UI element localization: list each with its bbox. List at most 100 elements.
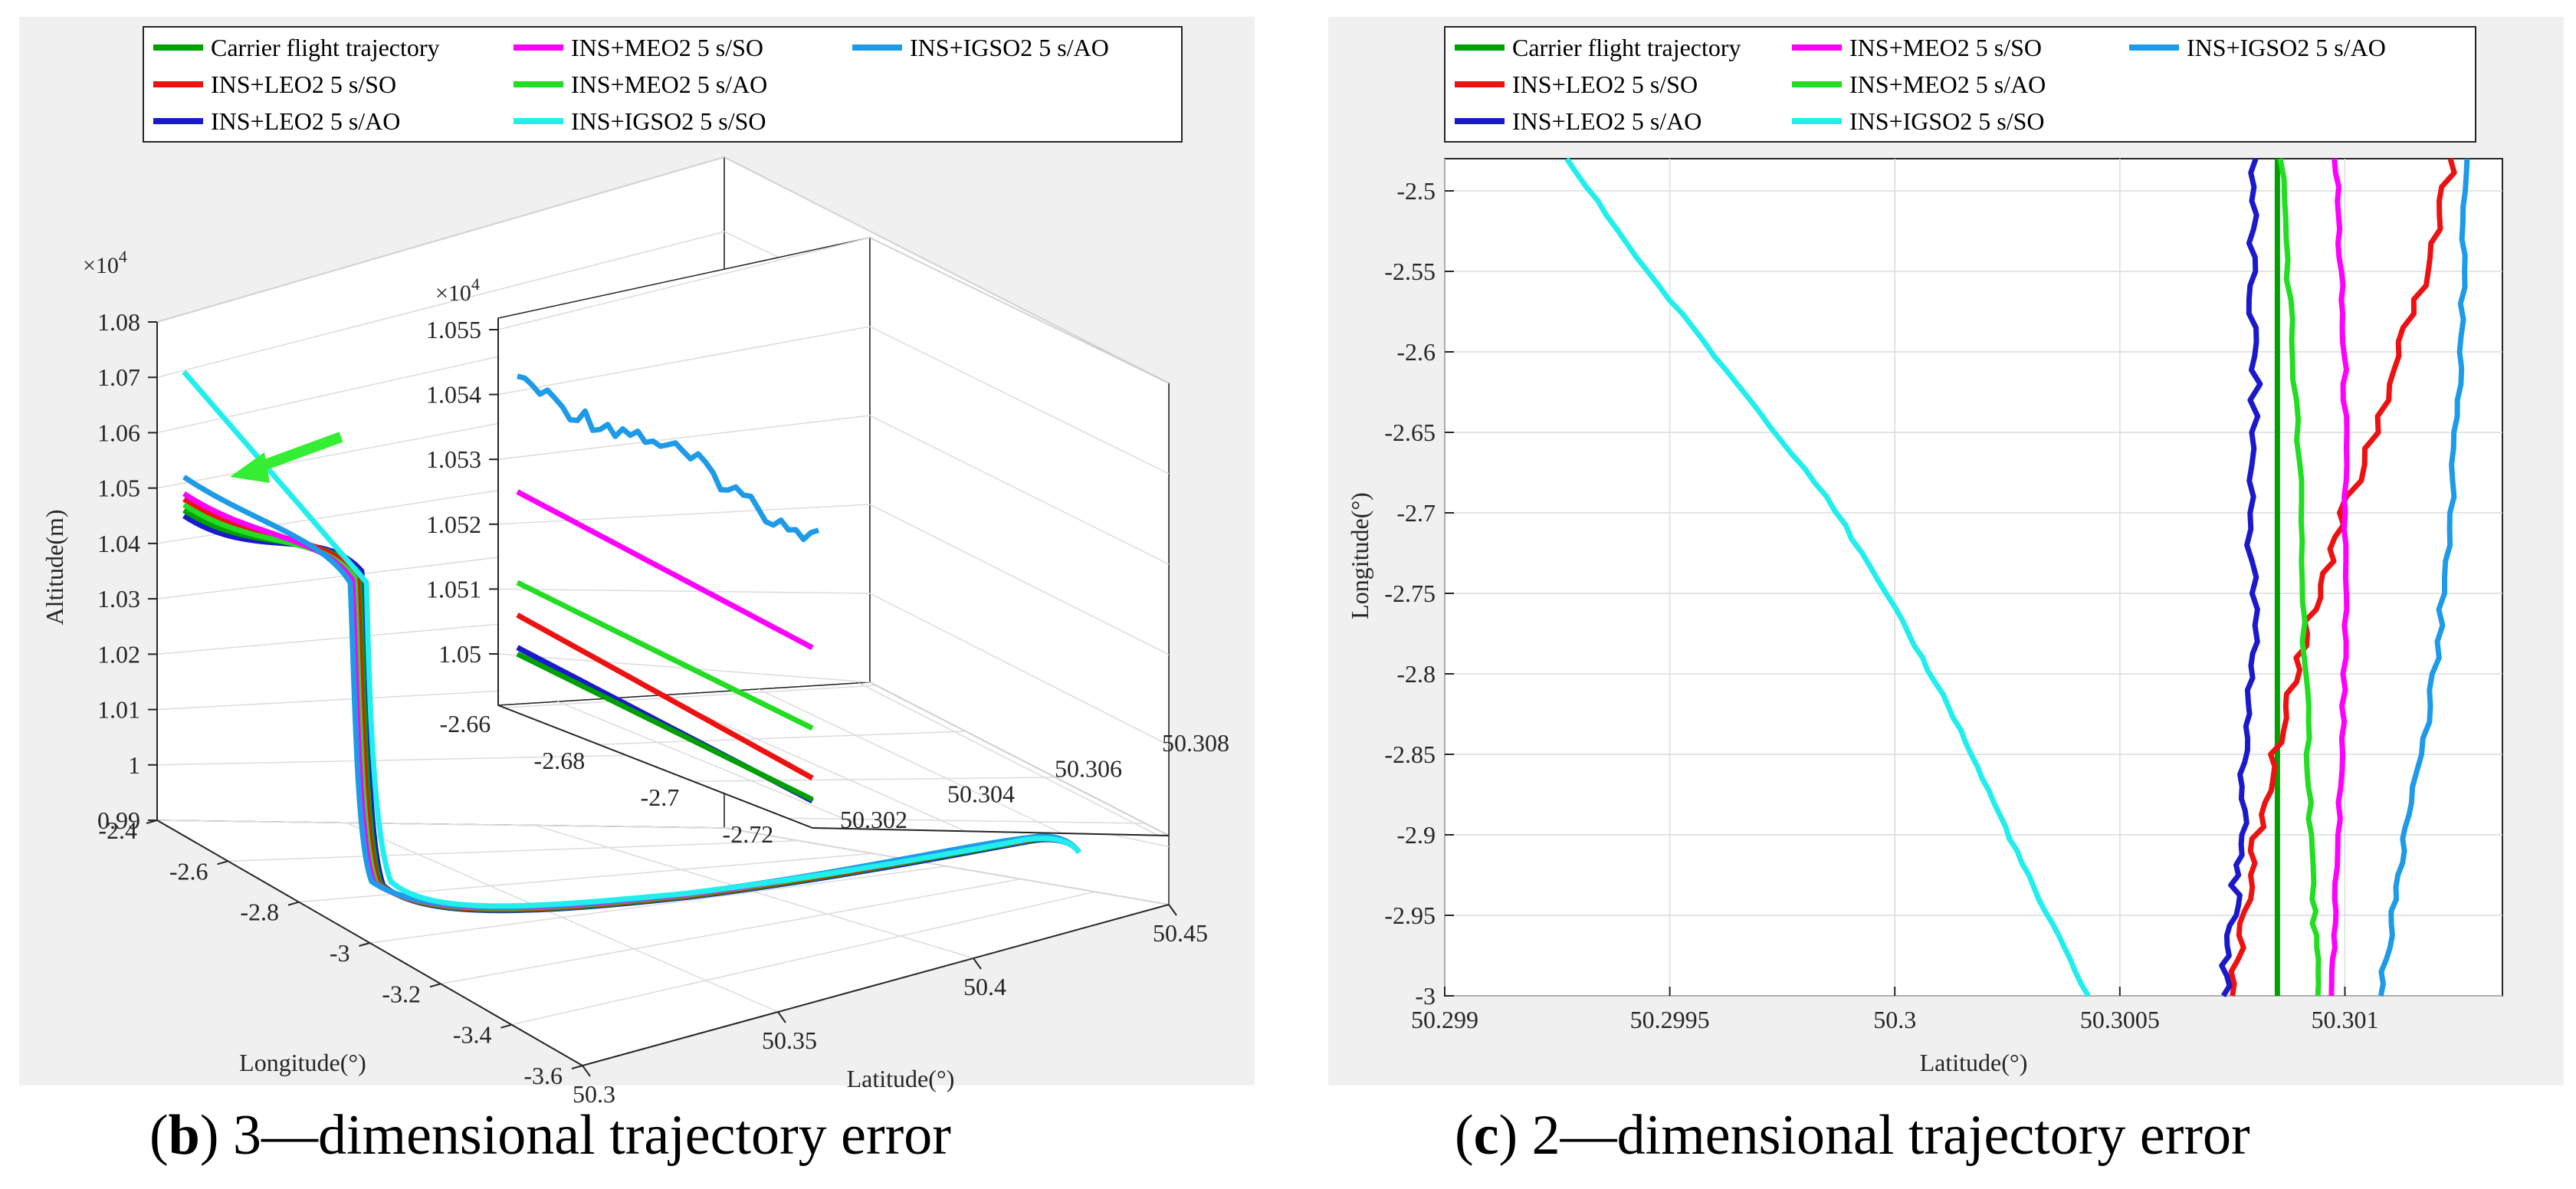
x-tick-label: 50.299 — [1411, 1006, 1478, 1033]
inset-x-tick-label: -2.72 — [723, 820, 774, 848]
x-tick — [500, 1023, 512, 1029]
x-tick-label: -2.4 — [98, 816, 137, 844]
inset-grid-line — [858, 682, 1159, 836]
legend-label-igso2_ao: INS+IGSO2 5 s/AO — [2187, 34, 2386, 61]
inset-grid-line — [869, 504, 1170, 655]
plot-3d: 0.99 1 1.01 1.02 1.03 1.04 1.05 1.06 1.07 1.08 -2… — [41, 26, 1229, 1108]
lines-2d — [1564, 157, 2470, 997]
inset-x-tick-label: -2.68 — [534, 747, 586, 774]
y-tick-label: -2.85 — [1384, 741, 1436, 768]
x-tick — [359, 942, 370, 947]
z-tick-label: 1.05 — [97, 475, 140, 502]
grid-line — [156, 231, 725, 378]
grid-line — [535, 824, 974, 959]
inset-grid-line — [497, 415, 871, 460]
inset-y-tick-label: 50.302 — [840, 806, 907, 833]
y-tick-label: -2.6 — [1396, 338, 1436, 366]
legend-box-right — [1444, 26, 2476, 143]
x-axis-label: Longitude(°) — [239, 1049, 366, 1076]
inset-grid-line — [869, 682, 1170, 836]
legend-label-meo2_so: INS+MEO2 5 s/SO — [571, 34, 763, 61]
y-tick-label: -3 — [1415, 982, 1436, 1010]
inset-line-leo2_so — [516, 613, 814, 781]
ticks-2d: 50.299 50.2995 50.3 50.3005 50.301 -2.5 -2.55 -… — [1384, 177, 2378, 1033]
inset-lines — [516, 373, 820, 804]
x-tick — [217, 860, 228, 865]
y-tick-label: 50.4 — [963, 973, 1006, 1000]
inset-grid-line — [693, 777, 1055, 782]
inset-grid-line — [787, 817, 1145, 824]
z-axis-label: Altitude(m) — [41, 509, 68, 625]
z-tick-label: 1.02 — [97, 640, 140, 668]
z-tick-label: 1.06 — [97, 419, 140, 446]
x-tick — [287, 901, 300, 906]
inset-line-carrier — [516, 651, 814, 803]
x-tick — [571, 1065, 583, 1069]
y-tick — [582, 1065, 591, 1077]
z-tick-label: 1 — [128, 751, 140, 779]
y-axis-label: Latitude(°) — [847, 1065, 955, 1092]
arrow-shaft — [251, 432, 343, 475]
y-tick-label: -2.5 — [1396, 177, 1436, 205]
inset-grid-line — [497, 237, 871, 330]
plot-2d: 50.299 50.2995 50.3 50.3005 50.301 -2.5 -2.55 -… — [1346, 26, 2503, 1076]
legend-right: Carrier flight trajectory INS+MEO2 5 s/SO… — [1444, 26, 2476, 143]
legend-label-leo2_ao: INS+LEO2 5 s/AO — [1512, 107, 1701, 135]
line-2d-leo2_ao — [2219, 157, 2263, 997]
inset-y-tick-label: 50.306 — [1055, 754, 1122, 782]
x-tick-label: -2.6 — [169, 857, 208, 885]
grid-2d — [1444, 159, 2502, 997]
x-tick — [146, 819, 158, 824]
y-tick-label: -2.75 — [1384, 580, 1436, 607]
inset-x-tick-label: -2.7 — [641, 783, 680, 811]
legend-label-igso2_ao: INS+IGSO2 5 s/AO — [910, 34, 1109, 61]
z-tick-label: 1.01 — [97, 696, 140, 724]
inset-grid-line — [497, 653, 871, 683]
grid-line — [369, 865, 947, 944]
inset-line-igso2_ao — [517, 373, 820, 543]
inset-grid-line — [869, 415, 1170, 565]
legend-label-igso2_so: INS+IGSO2 5 s/SO — [571, 107, 766, 135]
y-tick-label: 50.3 — [573, 1080, 615, 1108]
highlight-arrow — [230, 432, 343, 483]
legend-label-meo2_ao: INS+MEO2 5 s/AO — [1849, 71, 2046, 98]
inset-multiplier: ×104 — [435, 274, 480, 306]
y-tick — [1168, 904, 1177, 916]
inset-ticks: 1.05 1.051 1.052 1.053 1.054 1.055 -2.66 -2.68 -… — [426, 316, 1229, 848]
legend-label-igso2_so: INS+IGSO2 5 s/SO — [1849, 107, 2045, 135]
inset-grid-line — [599, 731, 966, 745]
inset-y-axis — [812, 827, 1170, 836]
legend-left: Carrier flight trajectory INS+MEO2 5 s/SO… — [143, 26, 1183, 143]
trajectory-3d-igso2_so — [182, 370, 1081, 909]
inset-grid-line — [869, 237, 1170, 384]
inset-grid-line — [497, 504, 871, 525]
x-tick-label: -3.4 — [453, 1021, 492, 1049]
z-multiplier: ×104 — [83, 247, 127, 278]
y-tick-label: -2.95 — [1384, 902, 1436, 929]
inset-z-tick-label: 1.055 — [426, 316, 481, 343]
inset-grid — [497, 237, 1170, 836]
inset-z-tick-label: 1.052 — [426, 511, 481, 538]
y-tick-label: 50.35 — [762, 1026, 817, 1054]
x-tick-label: -3 — [330, 939, 350, 967]
caption-b: (b) 3—dimensional trajectory error — [149, 1104, 951, 1167]
inset-line-meo2_so — [516, 489, 814, 651]
inset-zoom: 1.05 1.051 1.052 1.053 1.054 1.055 -2.66 -2.68 -… — [426, 236, 1229, 848]
y-tick — [777, 1011, 786, 1023]
grid-line — [724, 827, 1170, 905]
legend-label-meo2_so: INS+MEO2 5 s/SO — [1849, 34, 2042, 61]
y-axis-label-2d: Longitude(°) — [1346, 492, 1373, 619]
grid-line — [156, 156, 725, 323]
plot-area — [1444, 158, 2503, 997]
z-tick-label: 1.04 — [97, 530, 140, 557]
legend-label-carrier: Carrier flight trajectory — [211, 34, 440, 61]
z-tick-label: 1.07 — [97, 363, 140, 391]
x-tick-label: 50.3 — [1873, 1006, 1916, 1033]
grid-line — [511, 891, 1095, 1026]
inset-grid-line — [497, 588, 871, 594]
trajectories-3d — [182, 370, 1081, 914]
inset-grid-line — [557, 701, 870, 830]
y-axis-latitude — [582, 904, 1170, 1066]
grid-line — [346, 822, 779, 1013]
legend-label-meo2_ao: INS+MEO2 5 s/AO — [571, 71, 767, 98]
